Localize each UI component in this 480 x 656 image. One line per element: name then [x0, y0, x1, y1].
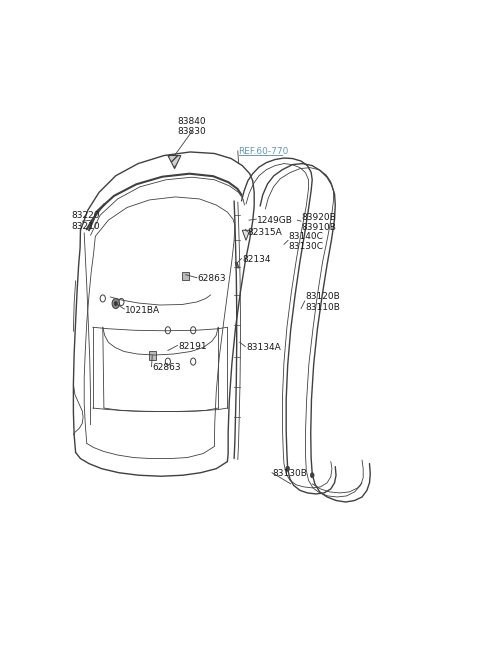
Polygon shape: [168, 155, 181, 169]
Text: 83920B
83910B: 83920B 83910B: [302, 213, 336, 232]
Text: 1249GB: 1249GB: [257, 216, 293, 224]
Text: 82191: 82191: [178, 342, 207, 351]
Text: 83120B
83110B: 83120B 83110B: [305, 293, 340, 312]
Text: REF.60-770: REF.60-770: [239, 148, 289, 157]
Polygon shape: [242, 230, 250, 240]
Bar: [148, 352, 156, 359]
Text: 1021BA: 1021BA: [125, 306, 160, 315]
Text: 82134: 82134: [242, 255, 271, 264]
Bar: [182, 272, 190, 279]
Text: 83130B: 83130B: [273, 469, 308, 478]
Circle shape: [112, 298, 120, 308]
Circle shape: [286, 466, 289, 471]
Text: 62863: 62863: [198, 274, 226, 283]
Text: 83220
83210: 83220 83210: [71, 211, 100, 231]
Text: 83140C
83130C: 83140C 83130C: [289, 232, 324, 251]
Text: 83840
83830: 83840 83830: [178, 117, 206, 136]
Circle shape: [311, 473, 314, 478]
Text: 82315A: 82315A: [248, 228, 283, 237]
Text: 83134A: 83134A: [246, 343, 281, 352]
Text: 62863: 62863: [152, 363, 181, 372]
Circle shape: [114, 302, 117, 306]
